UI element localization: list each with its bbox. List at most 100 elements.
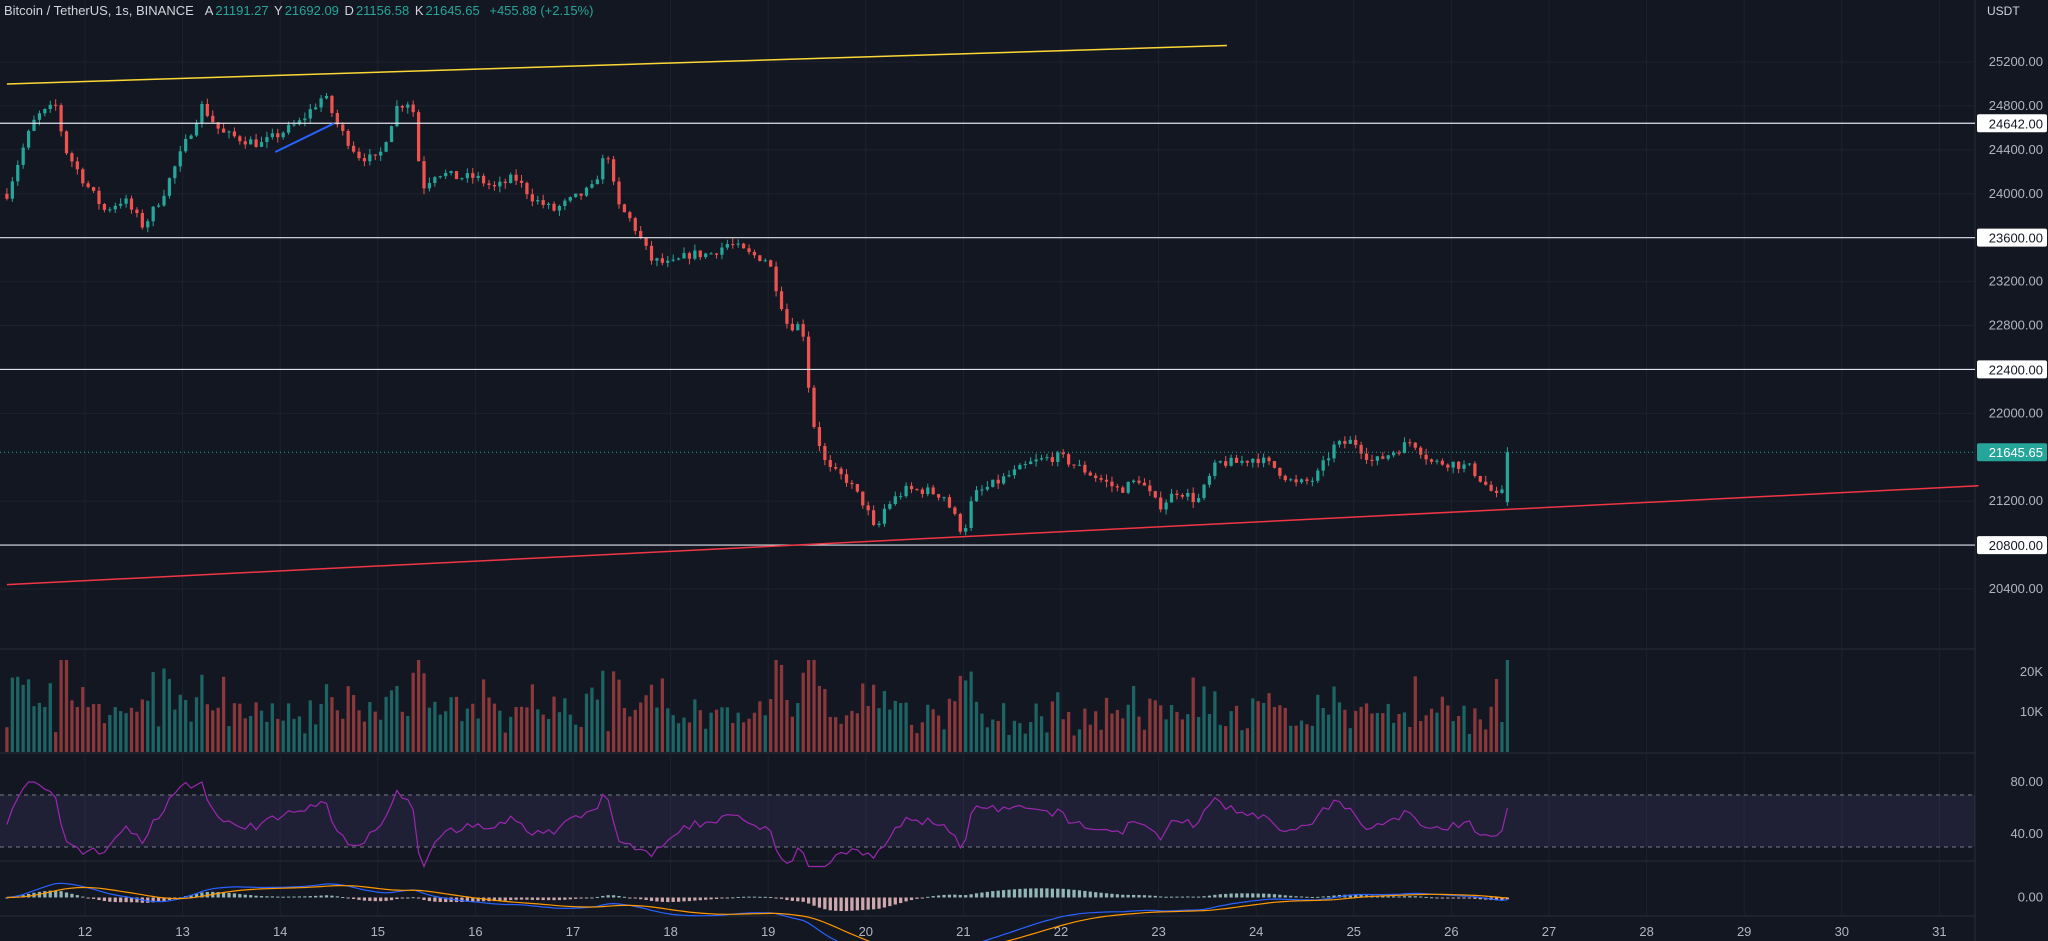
macd-histogram-bar: [888, 897, 892, 907]
candle-body: [931, 487, 935, 495]
volume-bar: [1056, 692, 1060, 752]
macd-histogram-bar: [920, 897, 924, 899]
volume-bar: [920, 722, 924, 752]
candle-body: [10, 181, 14, 199]
candle-body: [1419, 447, 1423, 455]
volume-bar: [536, 709, 540, 752]
volume-bar: [319, 703, 323, 752]
candle-body: [942, 497, 946, 499]
candle-body: [1375, 456, 1379, 461]
macd-histogram-bar: [687, 897, 692, 902]
volume-bar: [406, 716, 410, 752]
macd-histogram-bar: [1289, 895, 1293, 898]
candle-body: [1218, 461, 1222, 463]
candle-body: [411, 104, 415, 113]
candle-body: [655, 258, 659, 261]
volume-bar: [194, 697, 199, 752]
volume-bar: [1104, 697, 1109, 752]
volume-bar: [1186, 714, 1190, 752]
macd-histogram-bar: [1272, 894, 1277, 898]
macd-histogram-bar: [1478, 897, 1482, 900]
macd-histogram-bar: [1148, 895, 1152, 898]
macd-histogram-bar: [1229, 893, 1233, 898]
volume-bar: [1207, 713, 1212, 752]
volume-bar: [1283, 707, 1287, 752]
macd-histogram-bar: [1446, 897, 1450, 899]
candle-body: [1500, 489, 1504, 493]
volume-bar: [1164, 719, 1168, 752]
candle-body: [563, 200, 567, 206]
candle-body: [400, 105, 404, 108]
candle-body: [541, 200, 545, 205]
volume-bar: [1012, 720, 1017, 752]
candle-body: [574, 193, 578, 198]
macd-histogram-bar: [54, 890, 58, 898]
candle-body: [666, 260, 670, 263]
macd-histogram-bar: [514, 897, 518, 900]
macd-histogram-bar: [1045, 888, 1049, 898]
candle-body: [725, 244, 729, 248]
x-tick-label: 21: [956, 924, 970, 939]
price-tick-label: 22800.00: [1989, 318, 2043, 333]
volume-bar: [476, 718, 480, 752]
macd-histogram-bar: [1451, 897, 1455, 899]
macd-histogram-bar: [135, 897, 139, 903]
volume-bar: [1494, 678, 1499, 752]
macd-histogram-bar: [270, 896, 274, 898]
macd-histogram-bar: [1505, 897, 1509, 900]
x-tick-label: 20: [859, 924, 873, 939]
volume-bar: [1034, 703, 1038, 752]
volume-bar: [1451, 721, 1455, 752]
macd-histogram-bar: [81, 896, 85, 898]
candle-body: [519, 180, 524, 183]
candle-body: [752, 251, 757, 256]
macd-histogram-bar: [449, 897, 453, 902]
volume-bar: [102, 723, 107, 752]
candle-body: [32, 119, 36, 131]
volume-bar: [888, 709, 892, 752]
candle-body: [617, 181, 621, 205]
macd-histogram-bar: [736, 896, 740, 898]
volume-bar: [1305, 724, 1309, 752]
macd-histogram-bar: [232, 893, 237, 898]
macd-histogram-bar: [1007, 889, 1011, 898]
macd-histogram-bar: [373, 897, 377, 902]
macd-histogram-bar: [985, 891, 989, 898]
volume-bar: [243, 718, 247, 752]
macd-histogram-bar: [351, 897, 356, 899]
candle-body: [5, 193, 9, 199]
volume-bar: [769, 699, 773, 752]
candle-body: [1462, 464, 1466, 469]
macd-histogram-bar: [265, 896, 269, 898]
price-tick-label: 24800.00: [1989, 98, 2043, 113]
candle-body: [422, 161, 426, 189]
candle-body: [936, 494, 941, 498]
volume-bar: [606, 731, 610, 752]
macd-histogram-bar: [1142, 895, 1147, 898]
volume-bar: [1159, 705, 1163, 752]
candle-body: [509, 174, 513, 184]
macd-histogram-bar: [221, 892, 226, 898]
volume-bar: [741, 722, 746, 752]
volume-bar: [487, 697, 491, 752]
candle-body: [1424, 454, 1428, 460]
macd-histogram-bar: [281, 896, 285, 898]
candle-body: [628, 212, 632, 219]
candle-body: [1435, 460, 1439, 462]
candles-group: [5, 93, 1509, 536]
rsi-tick-label: 80.00: [2010, 774, 2043, 789]
macd-histogram-bar: [882, 897, 887, 908]
macd-histogram-bar: [91, 897, 96, 899]
volume-bar: [314, 724, 318, 752]
volume-bar: [622, 707, 627, 752]
macd-histogram-bar: [1126, 894, 1130, 898]
macd-histogram-bar: [509, 897, 513, 901]
macd-histogram-bar: [817, 897, 822, 908]
candle-body: [1234, 457, 1239, 463]
candle-body: [1440, 460, 1444, 465]
candle-body: [119, 203, 123, 206]
volume-bar: [1045, 732, 1049, 752]
level-label: 23600.00: [1989, 231, 2043, 246]
candle-body: [184, 138, 188, 152]
